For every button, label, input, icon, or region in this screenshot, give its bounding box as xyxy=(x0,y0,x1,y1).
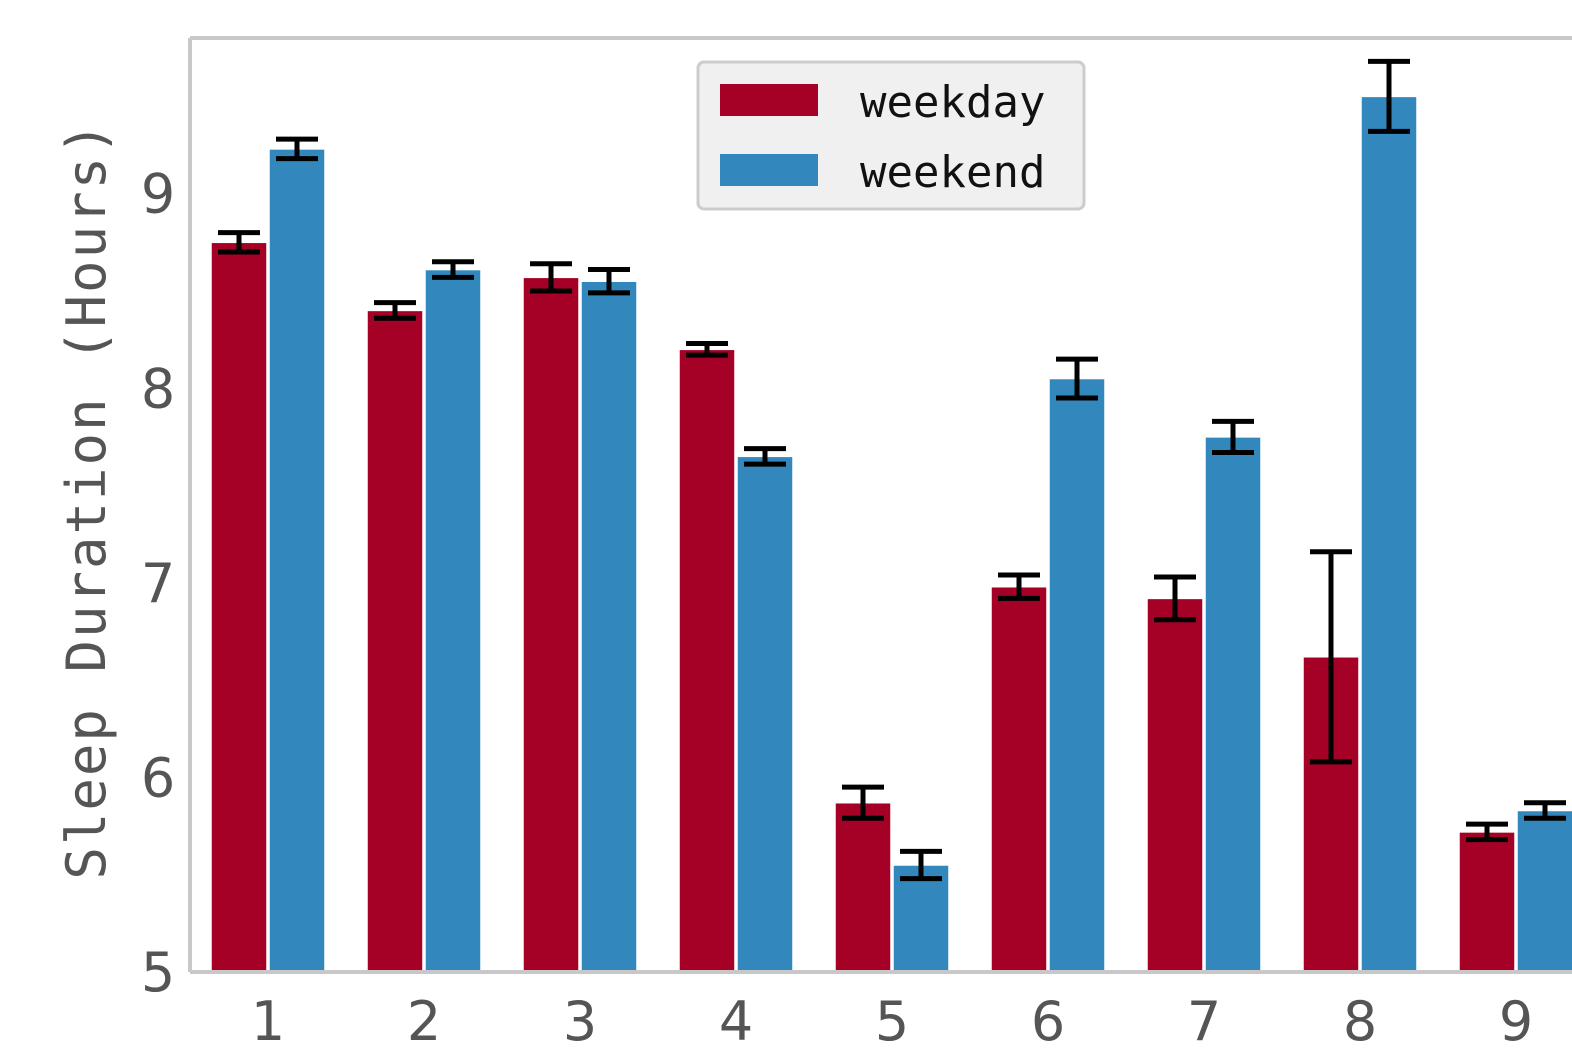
y-axis-label: Sleep Duration (Hours) xyxy=(55,120,118,879)
x-tick-label-7: 7 xyxy=(1187,990,1221,1052)
bar-weekday-4 xyxy=(678,348,736,973)
y-tick-label-7: 7 xyxy=(141,552,175,615)
x-tick-label-3: 3 xyxy=(563,990,597,1052)
error-bar-weekday-9 xyxy=(1466,821,1508,843)
x-tick-label-2: 2 xyxy=(407,990,441,1052)
error-bar-weekday-1 xyxy=(218,230,260,255)
axes xyxy=(188,36,1572,974)
x-tick-label-8: 8 xyxy=(1343,990,1377,1052)
error-bar-weekday-4 xyxy=(686,340,728,358)
error-bar-weekend-5 xyxy=(900,848,942,882)
error-bars-layer xyxy=(218,58,1566,882)
bars-layer xyxy=(210,95,1572,973)
bar-weekday-6 xyxy=(990,585,1048,973)
error-bar-weekday-2 xyxy=(374,300,416,321)
bar-weekend-7 xyxy=(1204,436,1262,973)
error-bar-weekend-8 xyxy=(1368,58,1410,134)
x-tick-label-1: 1 xyxy=(251,990,285,1052)
y-tick-label-5: 5 xyxy=(141,941,175,1004)
legend: weekday weekend xyxy=(696,60,1086,211)
legend-label-weekday: weekday xyxy=(860,77,1045,128)
error-bar-weekday-6 xyxy=(998,572,1040,601)
x-tick-label-6: 6 xyxy=(1031,990,1065,1052)
bar-weekday-7 xyxy=(1146,597,1204,973)
error-bar-weekend-6 xyxy=(1056,356,1098,401)
legend-label-weekend: weekend xyxy=(860,147,1045,198)
y-tick-label-6: 6 xyxy=(141,746,175,809)
y-tick-label-9: 9 xyxy=(141,163,175,226)
error-bar-weekday-5 xyxy=(842,784,884,821)
error-bar-weekday-3 xyxy=(530,261,572,294)
bar-weekend-6 xyxy=(1048,377,1106,973)
bar-weekday-9 xyxy=(1458,831,1516,973)
x-tick-label-5: 5 xyxy=(875,990,909,1052)
bar-weekday-2 xyxy=(366,309,424,973)
bar-weekday-5 xyxy=(834,801,892,973)
bar-weekday-1 xyxy=(210,241,268,973)
bar-weekday-3 xyxy=(522,276,580,973)
bar-weekend-8 xyxy=(1360,95,1418,973)
error-bar-weekend-3 xyxy=(588,267,630,296)
bar-weekend-4 xyxy=(736,455,794,973)
error-bar-weekend-1 xyxy=(276,136,318,162)
tick-labels: 1 2 3 4 5 6 7 8 9 5 6 7 8 9 xyxy=(141,163,1533,1052)
bar-weekend-5 xyxy=(892,864,950,973)
bar-weekend-2 xyxy=(424,268,482,973)
error-bar-weekday-7 xyxy=(1154,574,1196,623)
error-bar-weekend-7 xyxy=(1212,418,1254,455)
bar-weekend-1 xyxy=(268,148,326,973)
legend-swatch-weekday xyxy=(720,84,818,116)
error-bar-weekend-4 xyxy=(744,446,786,467)
x-tick-label-4: 4 xyxy=(719,990,753,1052)
error-bar-weekend-9 xyxy=(1524,800,1566,821)
legend-swatch-weekend xyxy=(720,154,818,186)
error-bar-weekday-8 xyxy=(1310,549,1352,765)
bar-weekend-9 xyxy=(1516,809,1572,973)
error-bar-weekend-2 xyxy=(432,259,474,280)
x-tick-label-9: 9 xyxy=(1499,990,1533,1052)
y-tick-label-8: 8 xyxy=(141,357,175,420)
bar-weekend-3 xyxy=(580,280,638,973)
